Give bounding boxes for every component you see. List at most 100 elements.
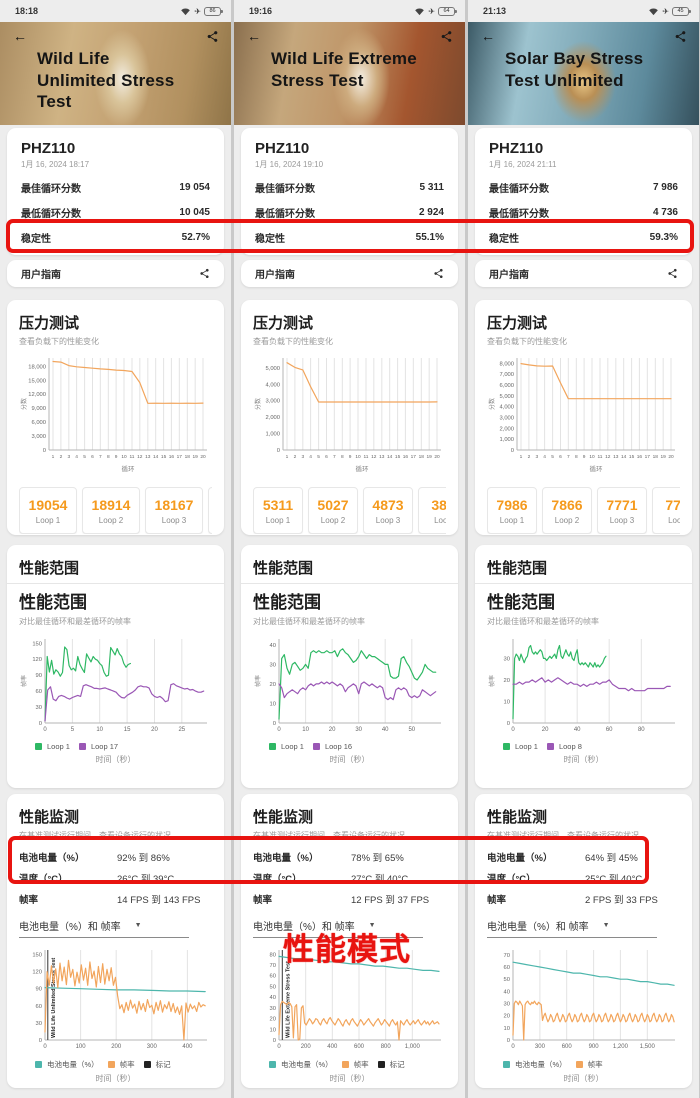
back-arrow-icon[interactable]: ← [13,28,27,44]
chart-type-dropdown[interactable]: 电池电量（%）和 帧率 ▼ [19,918,189,933]
svg-text:120: 120 [32,657,42,663]
svg-text:60: 60 [36,1004,42,1010]
user-guide-label: 用户指南 [489,270,529,281]
svg-text:30: 30 [355,727,362,733]
svg-text:60: 60 [504,965,510,971]
performance-range-chart: 0 30 60 90 120 150 0 5 10 15 20 25 帧率 Loop 1 Loop 17 [19,633,212,751]
share-icon[interactable] [199,268,210,279]
user-guide-label: 用户指南 [255,270,295,281]
device-name: PHZ110 [489,140,544,157]
svg-text:帧率: 帧率 [254,675,262,687]
divider [241,583,458,584]
loop-score-card: 5311 Loop 1 [253,487,303,534]
framerate-value: 14 FPS 到 143 FPS [117,894,201,906]
svg-text:40: 40 [270,995,276,1001]
stability-row: 稳定性 59.3% [489,225,678,250]
performance-range-chart: 0 10 20 30 40 0 10 20 30 40 50 帧率 Loop 1 Loop 16 [253,633,446,751]
chart-legend: 电池电量（%） 帧率 标记 [269,1059,446,1070]
share-icon[interactable] [206,30,219,43]
svg-text:20: 20 [504,678,510,684]
chart-legend: Loop 1 Loop 16 [269,742,446,751]
wifi-icon [181,8,191,15]
device-name: PHZ110 [21,140,76,157]
svg-text:30: 30 [270,1006,276,1012]
svg-text:10: 10 [355,454,361,460]
best-loop-value: 19 054 [179,182,210,193]
svg-text:4,000: 4,000 [499,405,514,411]
performance-monitor-title: 性能监测 [487,809,548,826]
svg-text:14: 14 [387,454,393,460]
performance-range-header: 性能范围 [253,560,314,577]
status-time: 21:13 [483,6,507,16]
svg-text:60: 60 [36,689,42,695]
svg-text:40: 40 [574,727,581,733]
framerate-label: 帧率 [487,894,507,906]
stress-test-title: 压力测试 [19,315,80,332]
svg-text:17: 17 [177,454,183,460]
temperature-label: 温度（°C） [487,873,536,885]
battery-fps-chart: 0 10 20 30 40 50 60 70 80 0 200 400 600 800 1,000 Wild … [253,944,446,1070]
share-icon[interactable] [674,30,687,43]
divider [475,583,692,584]
share-icon[interactable] [667,268,678,279]
svg-text:5: 5 [71,727,75,733]
framerate-label: 帧率 [253,894,273,906]
svg-text:16: 16 [403,454,409,460]
chart-type-dropdown[interactable]: 电池电量（%）和 帧率 ▼ [253,918,423,933]
result-summary-card: PHZ110 1月 16, 2024 21:11 最佳循环分数 7 986 最低… [475,128,692,255]
svg-text:20: 20 [668,454,674,460]
loop-score-card: 7986 Loop 1 [487,487,537,534]
airplane-mode-icon: ✈ [428,6,435,16]
share-icon[interactable] [440,30,453,43]
share-icon[interactable] [433,268,444,279]
stress-test-chart: 0 3,000 6,000 9,000 12,000 15,000 18,000 1 2 3 4 5 6… [19,352,212,479]
svg-text:帧率: 帧率 [488,675,496,687]
user-guide-row[interactable]: 用户指南 [241,260,458,287]
svg-text:19: 19 [193,454,199,460]
best-loop-value: 7 986 [652,182,678,193]
svg-text:4,000: 4,000 [265,382,280,388]
user-guide-row[interactable]: 用户指南 [7,260,224,287]
wifi-icon [649,8,659,15]
status-time: 18:18 [15,6,39,16]
back-arrow-icon[interactable]: ← [481,28,495,44]
svg-text:13: 13 [379,454,385,460]
battery-row: 电池电量（%） 92% 到 86% [19,846,212,867]
time-axis-label: 时间（秒） [563,755,604,764]
svg-text:3: 3 [301,454,304,460]
svg-text:0: 0 [273,1038,276,1044]
stress-test-chart: 0 1,000 2,000 3,000 4,000 5,000 1 2 3 4 5 6 7 8 9 10 11 1… [253,352,446,479]
svg-text:2,000: 2,000 [499,426,514,432]
svg-text:11: 11 [364,454,369,460]
user-guide-row[interactable]: 用户指南 [475,260,692,287]
svg-text:12: 12 [371,454,377,460]
result-date: 1月 16, 2024 19:10 [255,160,324,169]
stress-test-title: 压力测试 [253,315,314,332]
svg-text:10: 10 [504,1026,510,1032]
chart-type-dropdown[interactable]: 电池电量（%）和 帧率 ▼ [487,918,657,933]
time-axis-label: 时间（秒） [95,1074,136,1083]
back-arrow-icon[interactable]: ← [247,28,261,44]
svg-text:18: 18 [419,454,425,460]
svg-text:100: 100 [76,1044,87,1050]
phone-screenshot-column: 21:13 ✈ 45 ← Solar Bay Stress Test Unlim… [468,0,699,1098]
svg-text:30: 30 [36,705,42,711]
svg-text:2: 2 [60,454,63,460]
svg-text:3,000: 3,000 [31,434,46,440]
svg-text:6: 6 [91,454,94,460]
benchmark-title: Wild Life Extreme Stress Test [271,49,417,90]
svg-text:1,000: 1,000 [499,437,514,443]
time-axis-label: 时间（秒） [329,755,370,764]
svg-text:10: 10 [589,454,595,460]
battery-percent: 45 [677,8,684,14]
battery-icon: 64 [438,6,457,16]
temperature-value: 25°C 到 40°C [585,873,643,885]
stress-test-card: 压力测试 查看负载下的性能变化 0 3,000 6,000 9,000 12,000 15… [7,300,224,535]
result-date: 1月 16, 2024 18:17 [21,160,90,169]
svg-text:13: 13 [145,454,151,460]
svg-text:25: 25 [178,727,185,733]
performance-range-card: 性能范围 性能范围 对比最佳循环和最差循环的帧率 0 30 60 90 120 150 0 5… [7,545,224,788]
battery-value: 64% 到 45% [585,852,638,864]
svg-text:循环: 循环 [122,464,136,473]
